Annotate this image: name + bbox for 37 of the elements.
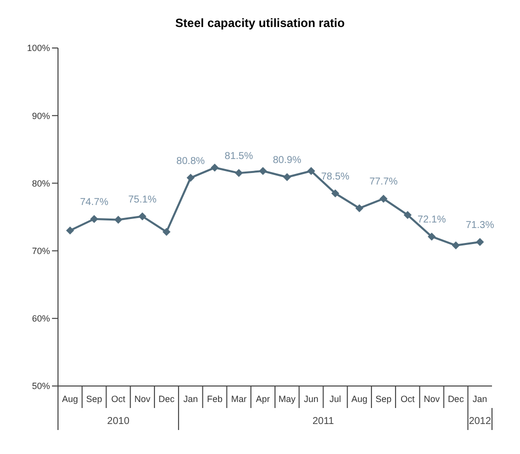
- y-tick-label: 70%: [32, 246, 50, 256]
- data-label: 74.7%: [80, 197, 108, 208]
- text: 2010: [107, 416, 130, 427]
- y-tick-label: 100%: [26, 43, 50, 54]
- x-tick-label: Oct: [400, 394, 416, 404]
- data-label: 80.8%: [176, 156, 205, 167]
- data-label: 81.5%: [224, 151, 254, 162]
- data-label: 77.7%: [369, 176, 398, 188]
- x-tick-label: Apr: [256, 394, 270, 404]
- x-tick-label: Jun: [304, 394, 318, 404]
- x-tick-label: Mar: [231, 394, 247, 404]
- x-tick-label: Feb: [206, 394, 222, 404]
- x-tick-label: Jul: [330, 394, 342, 404]
- x-tick-label: Dec: [158, 394, 175, 404]
- x-tick-label: Jan: [183, 394, 198, 404]
- data-label: 80.9%: [272, 155, 302, 166]
- y-tick-label: 50%: [32, 381, 50, 392]
- y-tick-label: 80%: [32, 178, 50, 188]
- x-tick-label: Aug: [62, 394, 78, 404]
- y-tick-label: 90%: [32, 110, 50, 121]
- x-tick-label: May: [278, 394, 296, 404]
- x-tick-label: Sep: [375, 394, 392, 404]
- data-label: 72.1%: [418, 214, 446, 226]
- data-label: 78.5%: [321, 171, 350, 182]
- x-tick-label: Sep: [86, 394, 102, 404]
- x-tick-label: Nov: [424, 394, 440, 404]
- x-tick-label: Nov: [134, 394, 151, 404]
- y-tick-label: 60%: [32, 314, 50, 324]
- x-tick-label: Aug: [351, 394, 368, 404]
- x-tick-label: Jan: [472, 394, 488, 404]
- text: 2012: [468, 416, 492, 427]
- chart-title: Steel capacity utilisation ratio: [174, 16, 346, 30]
- x-tick-label: Oct: [111, 394, 126, 404]
- text: 2011: [312, 416, 334, 427]
- data-label: 71.3%: [466, 220, 494, 232]
- x-tick-label: Dec: [448, 394, 464, 404]
- data-label: 75.1%: [128, 194, 157, 206]
